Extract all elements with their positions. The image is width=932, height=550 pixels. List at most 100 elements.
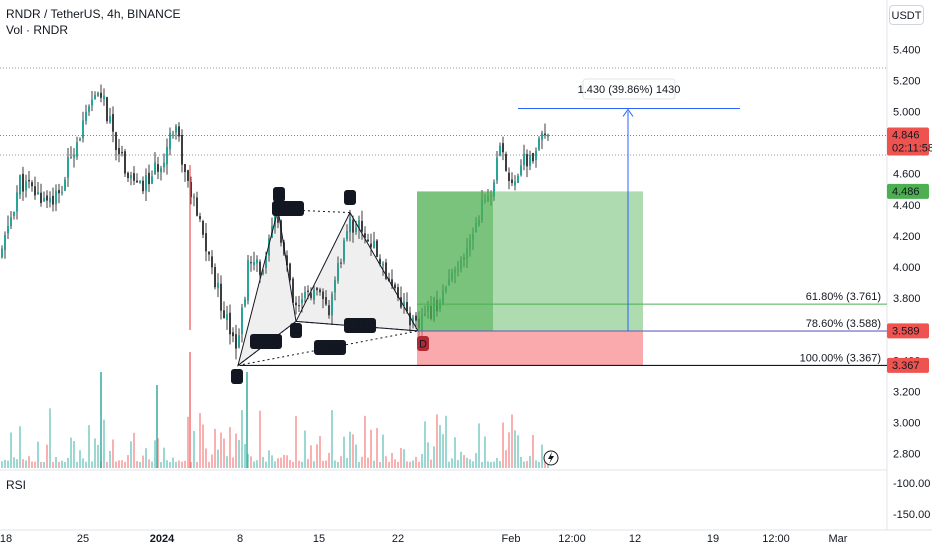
candle-body [34,186,36,196]
candle-body [502,143,504,153]
volume-bar [37,441,39,468]
volume-bar [385,456,387,468]
volume-bar [4,459,6,468]
candle-body [379,258,381,265]
volume-bar [451,458,453,468]
candle-body [37,192,39,195]
candle-body [115,132,117,150]
y-tick-label: 4.000 [893,262,921,274]
volume-bar [19,426,21,468]
volume-bar [310,445,312,468]
volume-bar [232,457,234,468]
volume-bar [292,461,294,468]
candle-body [130,175,132,179]
candle-body [166,146,168,165]
volume-bar [73,440,75,468]
x-tick-label: 18 [0,533,12,545]
y-tick-label: 2.800 [893,449,921,461]
candle-body [148,172,150,185]
candle-body [265,256,267,269]
candle-body [142,180,144,192]
volume-bar [298,460,300,468]
candle-body [247,260,249,301]
y-tick-label: 4.600 [893,169,921,181]
volume-bar [34,461,36,468]
candle-body [514,181,516,186]
candle-body [217,282,219,289]
volume-bar [337,461,339,468]
candle-body [79,139,81,141]
candle-body [190,181,192,198]
currency-button[interactable]: USDT [889,5,924,25]
last-price-tag-text: 02:11:58 [892,142,932,154]
volume-bar [370,429,372,468]
fib-label: 78.60% (3.588) [806,318,881,330]
volume-bar [472,461,474,468]
candle-body [163,162,165,168]
profit-zone-filled [417,191,493,331]
candle-body [493,182,495,197]
ratio-label: 0.707 [252,337,280,349]
rsi-tick-label: -100.00 [893,478,930,490]
volume-bar [517,435,519,468]
volume-bar [52,461,54,468]
volume-bar [103,419,105,468]
volume-bar [496,457,498,468]
volume-bar [175,461,177,468]
candle-body [517,175,519,183]
volume-bar [16,459,18,468]
volume-bar [505,450,507,468]
rsi-legend[interactable]: RSI [6,478,27,492]
volume-bar [286,455,288,468]
candle-body [181,134,183,165]
candle-body [187,170,189,181]
volume-bar [397,461,399,468]
volume-bar [178,460,180,468]
volume-bar [190,461,192,468]
candle-body [73,155,75,158]
candle-body [523,153,525,166]
candle-body [364,233,366,238]
volume-bar [376,427,378,468]
volume-bar [223,438,225,468]
candle-body [55,190,57,205]
target-price-tag-bg [887,183,929,199]
candle-body [367,239,369,242]
volume-bar [535,460,537,468]
candle-body [352,220,354,233]
x-tick-label: 19 [707,533,719,545]
candle-body [400,297,402,308]
symbol-title[interactable]: RNDR / TetherUS, 4h, BINANCE [6,7,181,21]
candle-body [277,216,279,223]
candle-body [496,157,498,181]
candle-body [355,227,357,232]
candle-body [46,195,48,201]
volume-bar [457,460,459,468]
candle-body [259,261,261,276]
volume-bar [133,432,135,468]
ratio-label: 1.115 [347,321,374,333]
candle-body [229,312,231,335]
volume-bar [436,414,438,468]
volume-bar [301,461,303,468]
candle-body [547,134,549,137]
candle-body [88,106,90,112]
volume-bar [181,461,183,468]
candle-body [238,335,240,348]
ratio-badge [314,340,346,355]
candle-body [145,174,147,191]
candle-body [358,220,360,229]
volume-bar [241,410,243,468]
volume-bar [70,437,72,468]
volume-bar [316,444,318,468]
volume-legend[interactable]: Vol · RNDR [6,23,69,37]
candle-body [250,262,252,264]
volume-bar [313,461,315,468]
volume-bar [124,461,126,468]
volume-bar [523,461,525,468]
y-tick-label: 5.000 [893,107,921,119]
volume-bar [214,428,216,468]
volume-bar [490,461,492,468]
candle-body [70,156,72,159]
